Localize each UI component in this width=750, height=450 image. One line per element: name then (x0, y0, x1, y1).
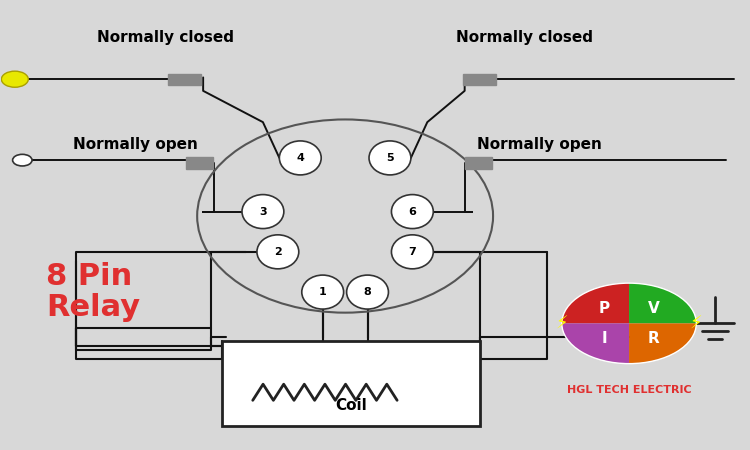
Text: V: V (648, 301, 659, 316)
Bar (464, 74, 496, 85)
Bar (222, 341, 479, 426)
Text: 4: 4 (296, 153, 304, 163)
Text: Normally open: Normally open (477, 137, 602, 152)
Ellipse shape (346, 275, 388, 309)
Text: HGL TECH ELECTRIC: HGL TECH ELECTRIC (567, 386, 692, 396)
Bar (168, 74, 201, 85)
Circle shape (13, 154, 32, 166)
Text: Normally open: Normally open (74, 137, 198, 152)
Wedge shape (629, 324, 696, 364)
Text: 7: 7 (409, 247, 416, 257)
Ellipse shape (279, 141, 321, 175)
Ellipse shape (257, 235, 298, 269)
Text: ⚡: ⚡ (556, 315, 568, 333)
Text: Normally closed: Normally closed (98, 30, 234, 45)
Bar (465, 157, 491, 169)
Ellipse shape (302, 275, 344, 309)
Ellipse shape (242, 194, 284, 229)
Text: P: P (598, 301, 610, 316)
Text: 6: 6 (409, 207, 416, 216)
Text: ⚡: ⚡ (690, 315, 703, 333)
Text: 8 Pin
Relay: 8 Pin Relay (46, 262, 140, 322)
Ellipse shape (392, 194, 433, 229)
Bar (186, 157, 213, 169)
Ellipse shape (369, 141, 411, 175)
Wedge shape (562, 283, 629, 324)
Text: 1: 1 (319, 287, 326, 297)
Circle shape (2, 71, 28, 87)
Text: I: I (602, 331, 608, 346)
Text: 8: 8 (364, 287, 371, 297)
Text: 3: 3 (259, 207, 267, 216)
Ellipse shape (392, 235, 433, 269)
Text: Normally closed: Normally closed (456, 30, 593, 45)
Text: Coil: Coil (334, 398, 367, 413)
Wedge shape (629, 283, 696, 324)
Text: R: R (648, 331, 659, 346)
Text: 5: 5 (386, 153, 394, 163)
Text: 2: 2 (274, 247, 282, 257)
Wedge shape (562, 324, 629, 364)
